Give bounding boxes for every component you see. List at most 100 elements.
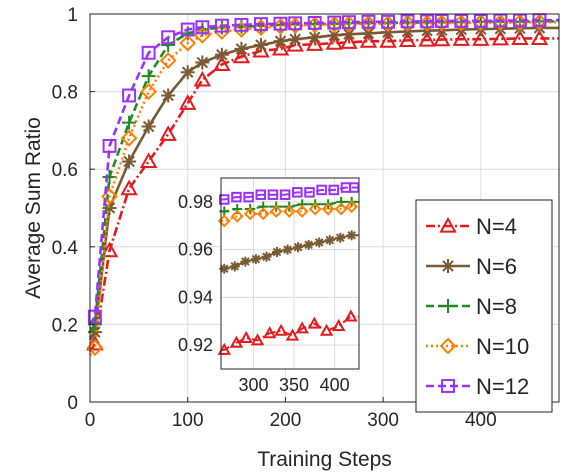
y-tick-label: 0.4	[52, 238, 79, 259]
y-tick-label: 0.8	[52, 83, 78, 104]
inset-data-point	[261, 251, 272, 262]
data-point	[100, 241, 119, 258]
legend: N=4 N=6 N=8 N=10 N=12	[415, 199, 553, 413]
inset-data-point	[295, 321, 309, 334]
data-point	[361, 14, 376, 29]
legend-marker	[441, 259, 455, 273]
data-point	[452, 30, 470, 46]
inset-series-line-n10	[221, 205, 359, 222]
legend-item-n10: N=10	[426, 334, 529, 359]
data-point	[327, 28, 342, 43]
data-point	[122, 115, 137, 130]
data-point	[195, 55, 210, 70]
inset-data-point	[218, 194, 230, 205]
inset-data-point	[321, 202, 335, 216]
inset-data-point	[217, 342, 231, 355]
data-point	[418, 30, 436, 47]
data-point	[454, 14, 469, 28]
inset-data-point	[293, 242, 304, 253]
data-point	[341, 15, 356, 30]
legend-item-n8: N=8	[426, 294, 517, 319]
data-point	[381, 25, 396, 40]
data-point	[180, 22, 195, 37]
data-point	[306, 35, 324, 51]
data-point	[472, 30, 490, 46]
data-point	[214, 18, 229, 33]
data-point	[214, 47, 229, 62]
data-point	[530, 29, 549, 46]
inset-data-point	[219, 263, 230, 274]
data-point	[493, 13, 508, 28]
y-tick-label: 0	[67, 393, 78, 414]
inset-data-point	[269, 205, 283, 218]
data-point	[139, 152, 158, 169]
inset-x-tick-label: 400	[320, 375, 350, 395]
inset-series-n4	[217, 309, 359, 355]
inset-data-point	[314, 237, 325, 248]
y-axis-label: Average Sum Ratio	[22, 117, 45, 299]
inset-frame	[220, 177, 360, 370]
data-point	[288, 16, 303, 31]
data-point	[379, 32, 397, 48]
inset-series-n6	[219, 230, 359, 274]
data-point	[159, 52, 177, 69]
y-tick-label: 0.2	[52, 315, 78, 336]
legend-marker	[441, 299, 455, 313]
data-point	[213, 23, 231, 40]
y-tick-label: 1	[67, 5, 78, 26]
inset-data-point	[304, 187, 315, 198]
data-point	[341, 27, 356, 42]
data-point	[325, 34, 343, 50]
data-point	[400, 14, 415, 29]
x-tick-label: 400	[465, 410, 497, 431]
legend-marker	[441, 379, 455, 393]
data-point	[120, 129, 138, 147]
inset-y-tick-label: 0.98	[178, 192, 213, 212]
data-point	[433, 30, 451, 47]
data-point	[361, 26, 376, 41]
inset-data-point	[346, 230, 357, 241]
inset-data-point	[334, 202, 348, 216]
legend-item-n4: N=4	[426, 214, 517, 239]
inset-data-point	[243, 191, 254, 203]
data-point	[381, 14, 395, 29]
data-point	[87, 309, 102, 324]
data-point	[491, 29, 510, 46]
legend-marker	[439, 337, 457, 355]
inset-data-point	[292, 187, 303, 198]
inset-data-point	[240, 256, 251, 267]
x-tick-label: 200	[270, 410, 302, 431]
inset-data-point	[319, 323, 334, 336]
data-point	[161, 88, 176, 103]
data-point	[234, 41, 249, 56]
data-point	[252, 41, 270, 58]
inset-data-point	[332, 318, 346, 332]
series-n12	[87, 13, 559, 326]
data-point	[327, 15, 342, 30]
data-point	[307, 30, 322, 45]
data-point	[180, 65, 195, 80]
data-point	[195, 20, 210, 35]
data-point	[213, 55, 231, 72]
inset-data-point	[229, 261, 240, 272]
inset-data-point	[250, 333, 265, 346]
inset-data-point	[282, 244, 293, 255]
data-point	[273, 16, 288, 31]
inset-data-point	[239, 330, 253, 343]
data-point	[232, 47, 251, 64]
data-point	[159, 125, 177, 141]
inset-data-point	[335, 232, 346, 243]
legend-label: N=4	[476, 214, 517, 239]
inset-data-point	[267, 189, 279, 200]
inset-data-point	[279, 189, 291, 200]
inset-series-line-n12	[221, 186, 359, 201]
data-point	[122, 88, 137, 103]
data-point	[120, 179, 138, 196]
inset-data-point	[231, 191, 242, 203]
inset-x-tick-label: 350	[279, 375, 309, 395]
legend-label: N=12	[476, 374, 529, 399]
data-point	[234, 17, 249, 32]
inset-data-point	[255, 189, 267, 200]
